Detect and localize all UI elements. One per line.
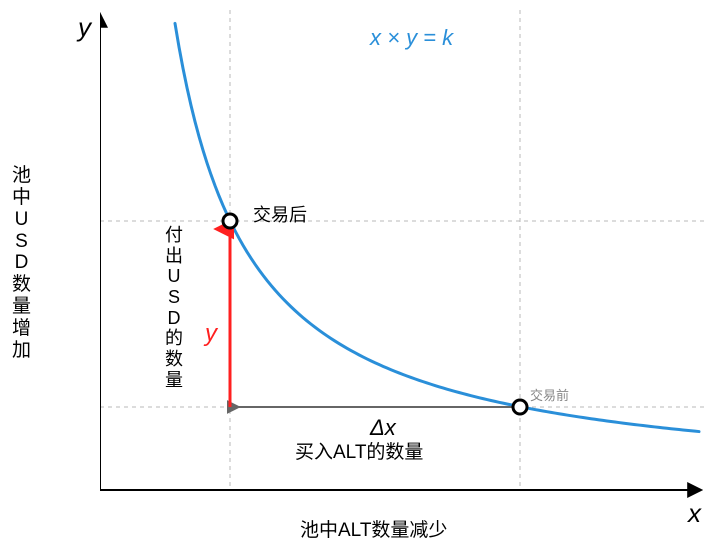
y-axis-external-label: 池中USD数量增加 — [12, 165, 31, 362]
delta-y-label: y — [205, 320, 217, 349]
before-trade-label: 交易前 — [530, 388, 569, 404]
equation-text: x × y = k — [370, 25, 453, 50]
dy-text: y — [205, 320, 217, 347]
y-letter: y — [78, 12, 91, 42]
y-axis-letter: y — [78, 12, 91, 43]
equation-label: x × y = k — [370, 25, 453, 51]
x-letter: x — [688, 498, 701, 528]
x-axis-letter: x — [688, 498, 701, 529]
delta-x-label: Δx — [370, 415, 396, 441]
x-ext-text: 池中ALT数量减少 — [300, 520, 447, 541]
dx-text: Δx — [370, 415, 396, 440]
after-trade-text: 交易后 — [253, 205, 307, 225]
before-trade-text: 交易前 — [530, 388, 569, 403]
dy-annotation-label: 付出USD的数量 — [165, 225, 183, 391]
x-axis-external-label: 池中ALT数量减少 — [300, 520, 447, 543]
dx-annotation-label: 买入ALT的数量 — [295, 442, 423, 465]
chart-plot-area — [100, 10, 705, 510]
after-trade-label: 交易后 — [253, 205, 307, 227]
dx-ann-text: 买入ALT的数量 — [295, 442, 423, 463]
